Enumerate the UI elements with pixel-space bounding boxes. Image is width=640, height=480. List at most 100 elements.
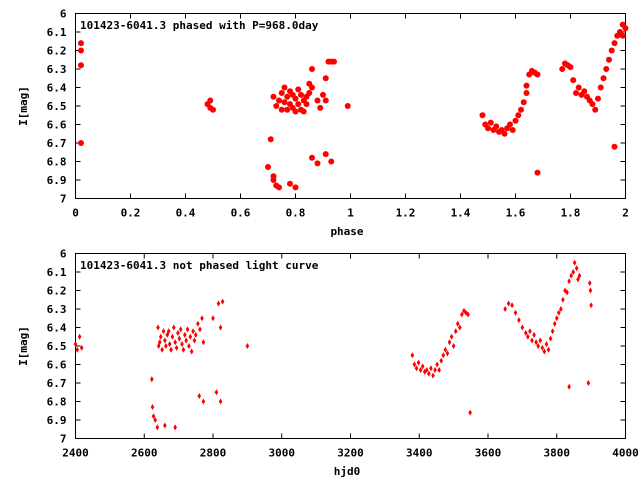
data-point (534, 339, 538, 346)
data-point (554, 315, 559, 322)
y-tick-label: 6.3 (47, 303, 67, 316)
data-point (218, 324, 223, 331)
data-point (528, 328, 532, 335)
data-point (468, 409, 472, 416)
data-point (600, 75, 607, 82)
data-point (163, 422, 167, 429)
y-tick-label: 6.8 (47, 156, 67, 169)
data-point (597, 84, 604, 91)
x-tick-label: 3800 (544, 447, 571, 460)
data-point (201, 398, 206, 405)
data-point (218, 398, 223, 405)
data-point (429, 365, 433, 372)
data-point (575, 84, 582, 91)
x-tick-label: 0.8 (286, 207, 306, 220)
data-point (611, 40, 618, 47)
y-axis-label: I[mag] (17, 326, 30, 366)
data-point (328, 158, 335, 165)
data-point (586, 380, 591, 386)
data-point (576, 276, 580, 283)
data-point (540, 344, 545, 351)
data-point (487, 119, 494, 126)
data-point (214, 389, 219, 396)
data-point (273, 103, 280, 109)
data-point (314, 97, 321, 104)
data-point (284, 93, 291, 100)
data-point (420, 363, 425, 370)
data-point (517, 317, 521, 324)
data-point (150, 404, 155, 411)
data-point (295, 101, 302, 108)
y-tick-label: 6.7 (47, 137, 67, 150)
data-point (281, 84, 288, 91)
data-point (412, 361, 417, 368)
data-point (559, 306, 563, 312)
unphased-light-curve-panel: 2400 2600 2800 3000 3200 3400 3600 3800 4000 6 6.1… (17, 248, 639, 479)
data-point (453, 328, 458, 335)
data-point (572, 259, 577, 266)
data-point (309, 84, 315, 91)
data-point (536, 343, 540, 349)
x-tick-label: 0.4 (176, 207, 196, 220)
data-point (530, 337, 534, 344)
data-point (619, 21, 626, 28)
data-point (322, 75, 329, 82)
data-point (569, 272, 573, 279)
y-tick-label: 6.6 (47, 359, 67, 372)
data-point (178, 326, 183, 333)
chart-title: 101423-6041.3 phased with P=968.0day (80, 19, 319, 32)
data-point (287, 180, 293, 187)
phased-light-curve-panel: 0 0.2 0.4 0.6 0.8 1 1.2 1.4 1.6 1.8 2 6 6.1 6.2 6.3 6.4… (17, 8, 629, 239)
x-tick-label: 1.4 (451, 207, 471, 220)
data-point (523, 90, 530, 97)
data-point (164, 343, 168, 349)
data-point (510, 302, 514, 309)
y-tick-label: 6.4 (47, 82, 67, 95)
data-point (435, 361, 439, 368)
data-point (276, 97, 282, 104)
data-point (542, 348, 547, 355)
data-point (220, 298, 225, 305)
y-tick-label: 6.6 (47, 119, 67, 132)
data-point (507, 121, 513, 128)
data-point (281, 99, 288, 106)
data-point (189, 348, 194, 355)
data-point (603, 66, 610, 72)
data-point (197, 392, 202, 399)
x-tick-label: 3600 (475, 447, 502, 460)
data-point (309, 66, 315, 72)
data-point (163, 337, 167, 344)
data-point (587, 280, 592, 287)
data-point (166, 328, 171, 335)
data-point (557, 309, 561, 316)
data-point (532, 331, 536, 338)
data-point (506, 300, 511, 307)
data-point (574, 265, 579, 272)
data-point (501, 130, 508, 137)
data-point (460, 311, 464, 318)
data-point (167, 341, 172, 348)
data-point (295, 86, 302, 93)
x-tick-label: 0.6 (231, 207, 251, 220)
data-point (563, 287, 567, 294)
data-point (425, 367, 429, 374)
y-tick-label: 6.1 (47, 266, 67, 279)
data-point (441, 352, 446, 359)
y-tick-label: 6.1 (47, 26, 67, 39)
x-tick-label: 2600 (131, 447, 158, 460)
data-point (449, 333, 454, 340)
data-point (270, 93, 277, 100)
data-points (78, 21, 629, 191)
data-point (548, 335, 553, 342)
data-point (503, 306, 507, 312)
data-point (523, 82, 530, 89)
data-point (571, 269, 576, 275)
data-point (431, 372, 435, 379)
x-tick-label: 2400 (62, 447, 89, 460)
data-point (577, 272, 582, 279)
data-point (320, 91, 326, 98)
data-point (300, 108, 307, 115)
data-point (276, 184, 282, 191)
data-point (608, 47, 615, 54)
